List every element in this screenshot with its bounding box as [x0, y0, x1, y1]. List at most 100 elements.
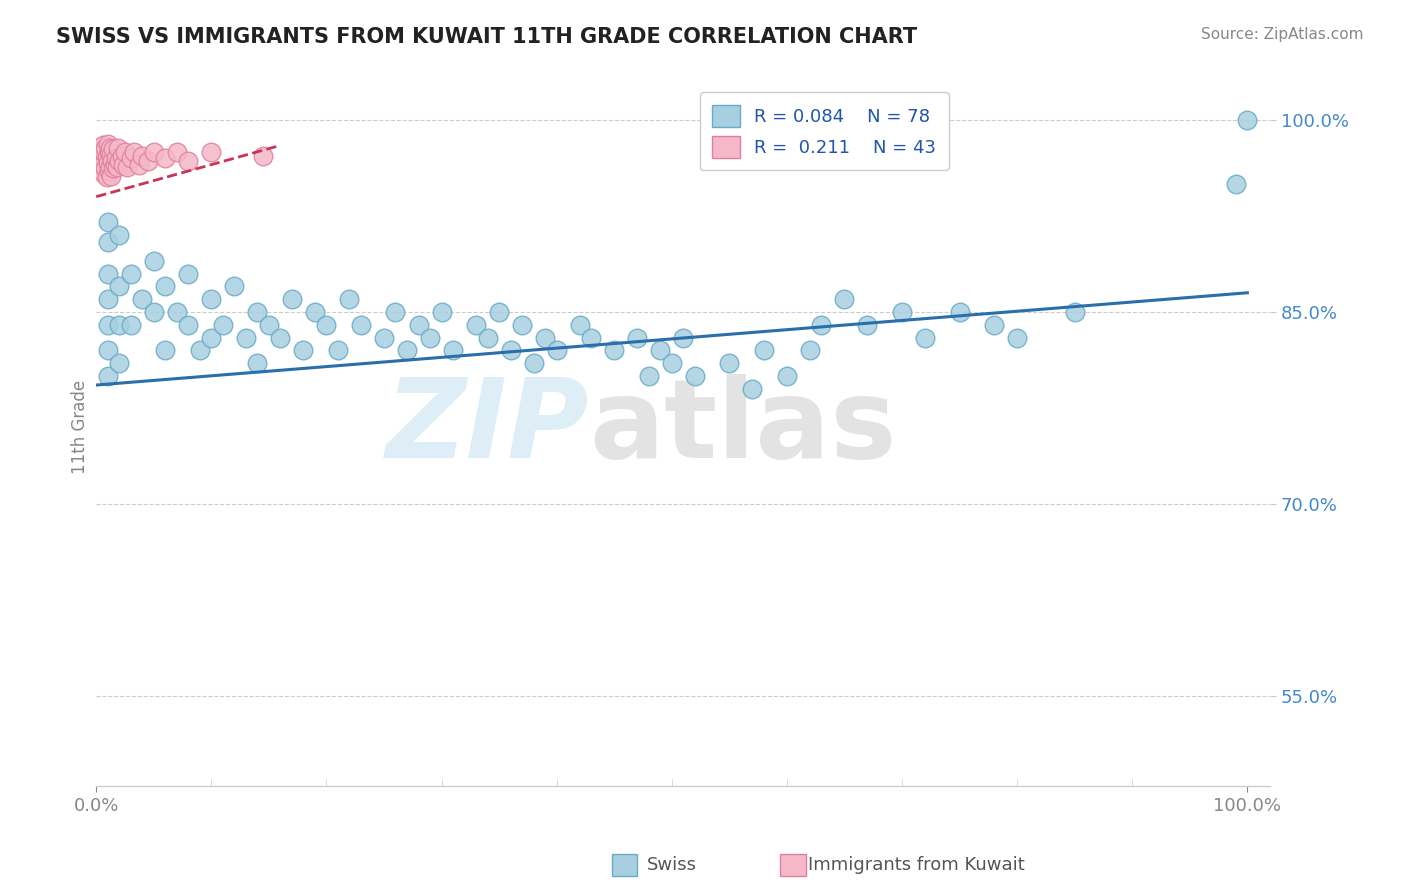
Point [235, 331, 257, 345]
Point [97, 137, 120, 152]
Point [408, 318, 430, 332]
Point [166, 305, 188, 319]
Point [373, 331, 395, 345]
Point [246, 356, 269, 370]
Text: ZIP: ZIP [385, 374, 589, 481]
Point [97, 318, 120, 332]
Point [91, 138, 114, 153]
Point [983, 318, 1005, 332]
Point [200, 145, 222, 159]
Point [155, 151, 177, 165]
Point [103, 142, 125, 156]
Point [128, 158, 150, 172]
Point [120, 267, 142, 281]
Point [315, 318, 337, 332]
Point [546, 343, 568, 358]
Point [1236, 112, 1258, 127]
Point [100, 169, 122, 183]
Point [97, 343, 120, 358]
Point [637, 369, 659, 384]
Point [96, 150, 118, 164]
Point [97, 267, 120, 281]
Point [776, 369, 799, 384]
Point [499, 343, 522, 358]
Point [523, 356, 546, 370]
Point [90, 153, 112, 168]
Point [98, 160, 121, 174]
Point [281, 292, 304, 306]
Point [441, 343, 464, 358]
Point [93, 167, 115, 181]
Point [98, 141, 121, 155]
Point [465, 318, 488, 332]
Legend: R = 0.084    N = 78, R =  0.211    N = 43: R = 0.084 N = 78, R = 0.211 N = 43 [700, 92, 949, 170]
Point [93, 145, 115, 159]
Point [131, 292, 153, 306]
Point [166, 145, 188, 159]
Text: Immigrants from Kuwait: Immigrants from Kuwait [808, 856, 1025, 874]
Point [579, 331, 602, 345]
Point [834, 292, 856, 306]
Point [131, 149, 153, 163]
Point [110, 149, 132, 163]
Point [430, 305, 453, 319]
Point [97, 164, 120, 178]
Point [100, 147, 122, 161]
Point [97, 369, 120, 384]
Point [350, 318, 373, 332]
Point [120, 318, 142, 332]
Point [914, 331, 936, 345]
Point [114, 145, 136, 159]
Point [257, 318, 280, 332]
Point [200, 331, 222, 345]
Point [477, 331, 499, 345]
Point [108, 279, 131, 293]
Point [510, 318, 533, 332]
Point [96, 170, 118, 185]
Point [108, 228, 131, 243]
Y-axis label: 11th Grade: 11th Grade [72, 380, 89, 475]
Point [177, 267, 200, 281]
Point [856, 318, 879, 332]
Text: atlas: atlas [589, 374, 897, 481]
Point [752, 343, 775, 358]
Point [97, 215, 120, 229]
Point [534, 331, 557, 345]
Point [603, 343, 626, 358]
Point [626, 331, 648, 345]
Point [1063, 305, 1085, 319]
Point [91, 149, 114, 163]
Point [304, 305, 326, 319]
Text: SWISS VS IMMIGRANTS FROM KUWAIT 11TH GRADE CORRELATION CHART: SWISS VS IMMIGRANTS FROM KUWAIT 11TH GRA… [56, 27, 917, 46]
Point [177, 318, 200, 332]
Point [741, 382, 763, 396]
Point [97, 145, 120, 159]
Point [252, 149, 274, 163]
Point [200, 292, 222, 306]
Point [948, 305, 970, 319]
Point [211, 318, 233, 332]
Text: Source: ZipAtlas.com: Source: ZipAtlas.com [1201, 27, 1364, 42]
Point [568, 318, 591, 332]
Point [419, 331, 441, 345]
Point [87, 151, 110, 165]
Point [120, 151, 142, 165]
Point [155, 279, 177, 293]
Point [395, 343, 418, 358]
Point [108, 356, 131, 370]
Point [103, 161, 125, 176]
Point [224, 279, 246, 293]
Point [488, 305, 510, 319]
Point [142, 305, 165, 319]
Point [94, 161, 117, 176]
Point [1005, 331, 1028, 345]
Point [292, 343, 315, 358]
Point [683, 369, 706, 384]
Point [142, 145, 165, 159]
Point [105, 160, 128, 174]
Point [155, 343, 177, 358]
Point [122, 145, 145, 159]
Point [799, 343, 821, 358]
Point [107, 141, 129, 155]
Point [891, 305, 914, 319]
